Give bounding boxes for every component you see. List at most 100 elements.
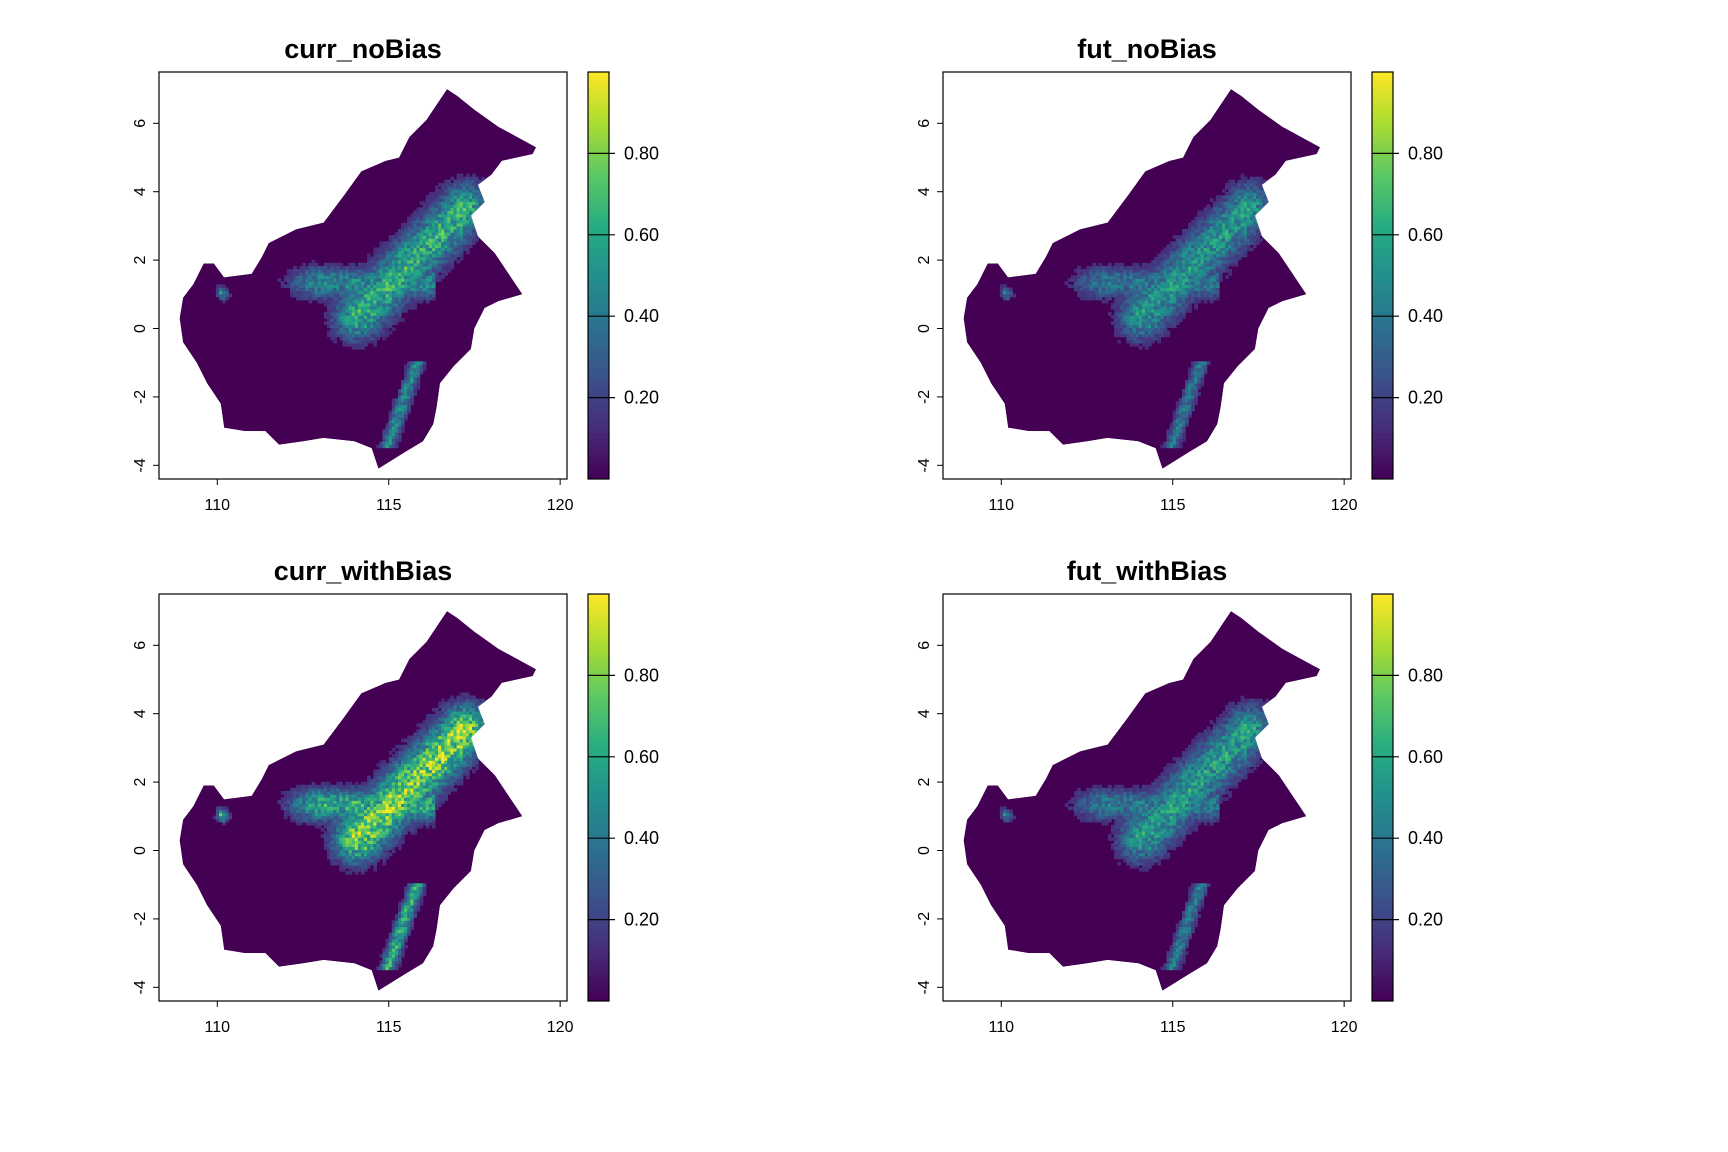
raster-cell bbox=[348, 781, 353, 786]
raster-cell bbox=[407, 299, 411, 304]
raster-cell bbox=[370, 821, 374, 826]
raster-cell bbox=[1259, 216, 1263, 221]
raster-cell bbox=[1256, 176, 1260, 181]
raster-cell bbox=[1157, 269, 1161, 273]
raster-cell bbox=[410, 757, 414, 761]
raster-cell bbox=[1249, 192, 1254, 196]
raster-cell bbox=[401, 834, 405, 838]
raster-cell bbox=[357, 815, 362, 820]
raster-cell bbox=[1259, 222, 1263, 227]
raster-cell bbox=[444, 241, 448, 245]
raster-cell bbox=[431, 293, 436, 298]
colorbar-segment bbox=[588, 423, 609, 429]
raster-cell bbox=[1123, 330, 1127, 335]
raster-cell bbox=[1151, 262, 1155, 267]
raster-cell bbox=[1215, 250, 1220, 255]
raster-cell bbox=[438, 238, 442, 242]
raster-cell bbox=[422, 229, 427, 233]
raster-cell bbox=[225, 287, 229, 292]
raster-cell bbox=[388, 772, 393, 777]
raster-cell bbox=[364, 784, 368, 789]
raster-cell bbox=[1111, 302, 1115, 307]
raster-cell bbox=[416, 213, 421, 218]
raster-cell bbox=[357, 312, 362, 316]
raster-cell bbox=[413, 253, 418, 258]
raster-cell bbox=[447, 207, 451, 212]
raster-cell bbox=[404, 367, 408, 372]
suitability-raster bbox=[179, 611, 537, 991]
raster-cell bbox=[1203, 272, 1208, 276]
colorbar-segment bbox=[1372, 163, 1393, 170]
raster-cell bbox=[462, 222, 467, 227]
colorbar-segment bbox=[1372, 229, 1393, 236]
raster-cell bbox=[348, 794, 353, 798]
raster-cell bbox=[1086, 269, 1090, 273]
raster-cell bbox=[419, 232, 424, 236]
raster-cell bbox=[225, 818, 229, 823]
raster-cell bbox=[357, 290, 362, 295]
raster-cell bbox=[388, 775, 393, 780]
raster-cell bbox=[1240, 204, 1245, 209]
raster-cell bbox=[1120, 312, 1124, 316]
raster-cell bbox=[293, 287, 297, 292]
raster-cell bbox=[357, 346, 362, 350]
raster-cell bbox=[1222, 269, 1226, 273]
raster-cell bbox=[425, 259, 430, 264]
raster-cell bbox=[336, 787, 340, 792]
raster-cell bbox=[333, 815, 337, 820]
raster-cell bbox=[1107, 262, 1112, 267]
raster-cell bbox=[413, 370, 418, 375]
raster-cell bbox=[1271, 216, 1276, 221]
raster-cell bbox=[398, 760, 402, 764]
colorbar-segment bbox=[588, 158, 609, 165]
raster-cell bbox=[428, 207, 433, 212]
raster-cell bbox=[1178, 259, 1183, 264]
raster-cell bbox=[404, 926, 408, 931]
raster-cell bbox=[1141, 278, 1146, 282]
raster-cell bbox=[308, 278, 313, 282]
raster-cell bbox=[1206, 281, 1211, 285]
raster-cell bbox=[401, 404, 405, 409]
raster-cell bbox=[1188, 241, 1192, 245]
raster-cell bbox=[327, 809, 331, 814]
raster-cell bbox=[317, 824, 322, 829]
raster-cell bbox=[404, 296, 408, 301]
raster-cell bbox=[1188, 370, 1192, 375]
raster-cell bbox=[410, 296, 414, 301]
raster-cell bbox=[1185, 296, 1189, 301]
raster-cell bbox=[367, 824, 371, 829]
raster-cell bbox=[1141, 275, 1146, 279]
raster-cell bbox=[410, 278, 414, 282]
raster-cell bbox=[1243, 179, 1248, 184]
raster-cell bbox=[459, 216, 464, 221]
raster-cell bbox=[413, 914, 418, 918]
raster-cell bbox=[428, 213, 433, 218]
raster-cell bbox=[407, 219, 411, 224]
raster-cell bbox=[410, 302, 414, 307]
raster-cell bbox=[354, 849, 359, 854]
raster-cell bbox=[1154, 269, 1158, 273]
raster-cell bbox=[1144, 275, 1149, 279]
raster-cell bbox=[382, 800, 387, 804]
raster-cell bbox=[219, 284, 223, 289]
raster-cell bbox=[1157, 336, 1161, 341]
raster-cell bbox=[333, 265, 337, 270]
raster-cell bbox=[459, 210, 464, 215]
raster-cell bbox=[1234, 189, 1239, 193]
raster-cell bbox=[462, 238, 467, 242]
raster-cell bbox=[484, 210, 489, 215]
raster-cell bbox=[1185, 407, 1189, 412]
raster-cell bbox=[330, 265, 334, 270]
raster-cell bbox=[299, 275, 303, 279]
raster-cell bbox=[345, 287, 350, 292]
raster-cell bbox=[428, 210, 433, 215]
raster-cell bbox=[1107, 275, 1112, 279]
raster-cell bbox=[370, 852, 374, 857]
raster-cell bbox=[468, 232, 473, 236]
raster-cell bbox=[425, 201, 430, 205]
raster-cell bbox=[339, 812, 343, 817]
raster-cell bbox=[1209, 293, 1214, 298]
raster-cell bbox=[401, 410, 405, 415]
raster-cell bbox=[1225, 259, 1229, 264]
